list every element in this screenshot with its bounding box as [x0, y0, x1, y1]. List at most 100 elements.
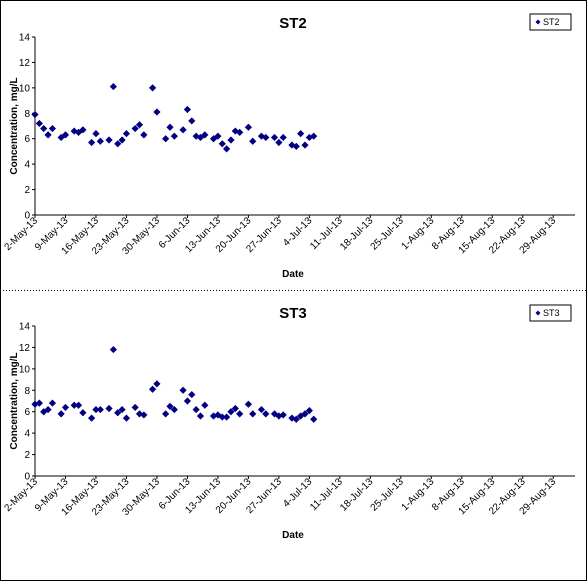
data-point	[301, 141, 309, 149]
data-point	[140, 131, 148, 139]
data-point	[105, 404, 113, 413]
data-point	[44, 131, 52, 139]
y-tick-label: 4	[24, 429, 30, 440]
data-point	[227, 136, 235, 144]
data-point	[166, 402, 174, 410]
data-point	[114, 140, 122, 148]
data-point	[48, 399, 57, 407]
data-point	[79, 409, 87, 417]
data-point	[131, 124, 139, 133]
data-point	[227, 408, 235, 416]
data-point	[44, 405, 52, 414]
y-tick-label: 12	[19, 343, 31, 354]
data-point	[92, 130, 100, 138]
data-point	[140, 411, 148, 419]
data-point	[262, 133, 270, 142]
data-point	[275, 138, 283, 147]
data-point	[122, 414, 131, 422]
x-axis-label: Date	[282, 269, 304, 280]
data-point	[74, 401, 83, 409]
y-tick-label: 2	[24, 185, 30, 196]
data-point	[201, 401, 209, 409]
legend-box	[529, 13, 572, 31]
chart-title: ST2	[279, 15, 307, 32]
data-point	[35, 119, 43, 128]
legend-entry: ST2	[543, 17, 560, 27]
data-point	[179, 386, 187, 394]
data-point	[114, 409, 122, 417]
data-point	[297, 130, 305, 138]
data-point	[31, 110, 39, 119]
data-point	[262, 410, 270, 418]
data-point	[183, 397, 192, 405]
data-point	[122, 130, 131, 138]
data-point	[162, 135, 170, 143]
data-point	[188, 390, 196, 399]
data-point	[257, 405, 266, 414]
data-point	[88, 138, 96, 147]
y-tick-label: 0	[24, 472, 30, 483]
data-point	[223, 145, 231, 153]
data-point	[61, 403, 70, 412]
y-tick-label: 12	[19, 58, 31, 69]
data-point	[244, 123, 252, 131]
data-point	[35, 399, 43, 407]
data-point	[105, 136, 113, 144]
legend-marker	[535, 310, 541, 316]
data-point	[270, 410, 279, 418]
data-point	[301, 410, 309, 418]
data-point	[109, 82, 117, 91]
data-point	[88, 414, 96, 422]
y-tick-label: 0	[24, 211, 30, 222]
data-point	[279, 411, 287, 419]
data-point	[310, 415, 318, 423]
data-point	[218, 413, 226, 421]
y-tick-label: 14	[19, 33, 31, 44]
y-tick-label: 6	[24, 407, 30, 418]
data-point	[270, 133, 279, 142]
data-point	[183, 105, 192, 114]
data-point	[257, 132, 266, 140]
y-tick-label: 2	[24, 450, 30, 461]
data-point	[61, 131, 70, 139]
data-point	[179, 126, 187, 134]
data-point	[118, 405, 126, 414]
chart-title: ST3	[279, 305, 307, 322]
data-point	[201, 131, 209, 139]
data-point	[214, 411, 222, 419]
data-point	[70, 401, 78, 409]
data-point	[292, 142, 300, 150]
data-point	[74, 128, 83, 136]
data-point	[96, 137, 104, 145]
data-point	[92, 405, 100, 414]
legend-entry: ST3	[543, 308, 560, 318]
y-tick-label: 8	[24, 109, 30, 120]
data-point	[218, 140, 226, 148]
data-point	[292, 415, 300, 423]
data-point	[231, 404, 239, 413]
data-point	[135, 121, 144, 129]
legend: ST2	[529, 13, 572, 31]
y-axis-label: Concentration, mg/L	[9, 77, 20, 174]
data-point	[305, 133, 313, 142]
y-tick-label: 8	[24, 386, 30, 397]
x-axis-label: Date	[282, 530, 304, 541]
data-point	[223, 413, 231, 421]
data-point	[244, 400, 252, 408]
data-point	[249, 137, 257, 145]
data-point	[166, 123, 174, 131]
data-point	[118, 136, 126, 144]
data-point	[188, 117, 196, 125]
data-point	[153, 108, 161, 116]
data-point	[148, 385, 157, 393]
data-point	[135, 410, 144, 418]
y-axis-label: Concentration, mg/L	[9, 352, 20, 449]
data-point	[236, 128, 244, 136]
data-point	[57, 133, 65, 142]
data-point	[131, 403, 139, 412]
data-point	[214, 132, 222, 140]
data-point	[48, 124, 57, 133]
data-point	[196, 412, 205, 420]
